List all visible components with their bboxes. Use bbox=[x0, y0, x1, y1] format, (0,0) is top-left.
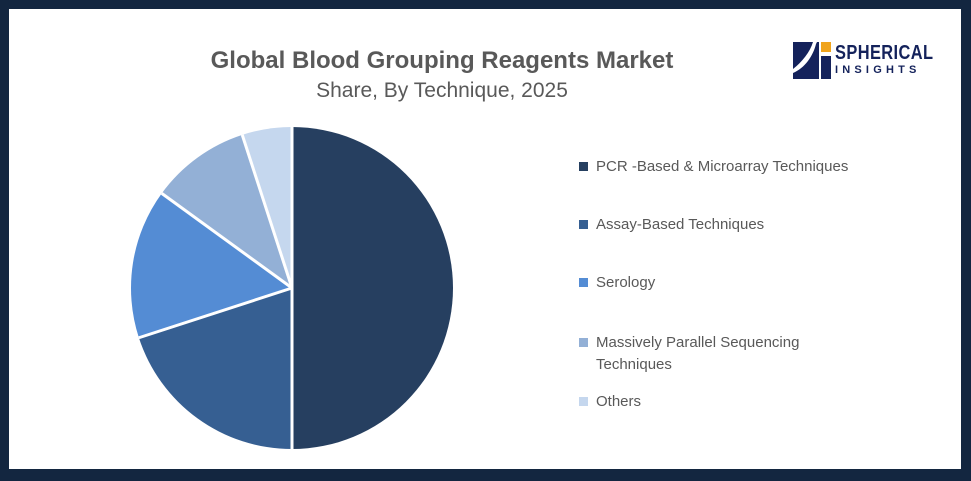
pie-slice-2 bbox=[138, 288, 292, 449]
chart-title: Global Blood Grouping Reagents Market bbox=[210, 47, 674, 74]
pie-slice-3 bbox=[131, 193, 292, 338]
legend-label: Serology bbox=[596, 274, 656, 291]
pie-slice-4 bbox=[161, 134, 292, 288]
logo-orange-dot-icon bbox=[821, 42, 831, 52]
legend-marker-icon bbox=[579, 397, 588, 406]
legend-marker-icon bbox=[579, 220, 588, 229]
pie-chart bbox=[127, 123, 457, 453]
legend-item-5: Others bbox=[579, 391, 641, 413]
legend-label: Assay-Based Techniques bbox=[596, 216, 765, 233]
logo-swoosh-icon bbox=[793, 42, 819, 79]
logo-i-glyph bbox=[821, 42, 831, 79]
brand-name-top: SPHERICAL bbox=[835, 42, 934, 64]
slice-separator bbox=[240, 134, 294, 289]
legend-item-1: PCR -Based & Microarray Techniques bbox=[579, 156, 848, 178]
slice-separator bbox=[138, 286, 293, 340]
chart-subtitle: Share, By Technique, 2025 bbox=[316, 79, 568, 102]
spherical-insights-logo: SPHERICAL INSIGHTS bbox=[793, 42, 955, 79]
pie-svg bbox=[131, 127, 453, 449]
pie-slice-1 bbox=[292, 127, 453, 449]
legend-marker-icon bbox=[579, 278, 588, 287]
brand-name-bottom: INSIGHTS bbox=[835, 64, 921, 76]
logo-i-bar-icon bbox=[821, 56, 831, 79]
legend-marker-icon bbox=[579, 162, 588, 171]
legend-item-2: Assay-Based Techniques bbox=[579, 214, 764, 236]
legend-item-4: Massively Parallel Sequencing Techniques bbox=[579, 332, 831, 376]
chart-legend: PCR -Based & Microarray Techniques Assay-… bbox=[579, 156, 919, 436]
legend-label: Massively Parallel Sequencing Techniques bbox=[596, 334, 800, 373]
legend-label: PCR -Based & Microarray Techniques bbox=[596, 158, 849, 175]
legend-label: Others bbox=[596, 393, 642, 410]
logo-text: SPHERICAL INSIGHTS bbox=[835, 42, 955, 77]
legend-item-3: Serology bbox=[579, 272, 655, 294]
chart-header: Global Blood Grouping Reagents Market Sh… bbox=[142, 46, 742, 104]
slice-separator bbox=[160, 192, 293, 290]
legend-marker-icon bbox=[579, 338, 588, 347]
